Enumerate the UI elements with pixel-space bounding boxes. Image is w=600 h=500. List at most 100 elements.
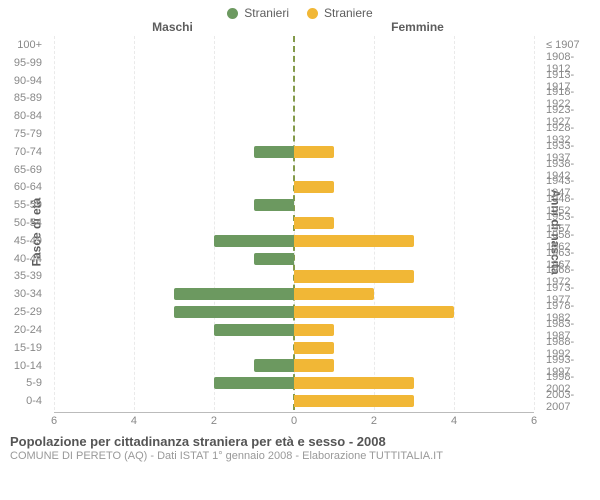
age-row: 65-691938-1942	[54, 161, 534, 179]
age-label: 10-14	[8, 360, 48, 372]
footer-subtitle: COMUNE DI PERETO (AQ) - Dati ISTAT 1° ge…	[10, 450, 590, 462]
x-tick-label: 2	[371, 415, 377, 427]
x-tick-label: 4	[131, 415, 137, 427]
male-bar-container	[54, 36, 294, 54]
female-bar-container	[294, 321, 534, 339]
male-bar-container	[54, 321, 294, 339]
bar-pair	[54, 143, 534, 161]
legend: Stranieri Straniere	[0, 0, 600, 20]
female-bar	[294, 377, 414, 389]
bar-pair	[54, 321, 534, 339]
female-bar	[294, 146, 334, 158]
x-tick-label: 2	[211, 415, 217, 427]
age-label: 90-94	[8, 75, 48, 87]
bar-pair	[54, 339, 534, 357]
legend-label-female: Straniere	[324, 6, 373, 20]
age-label: 100+	[8, 39, 48, 51]
bar-pair	[54, 36, 534, 54]
age-row: 45-491958-1962	[54, 232, 534, 250]
age-label: 85-89	[8, 92, 48, 104]
male-bar-container	[54, 250, 294, 268]
female-bar-container	[294, 54, 534, 72]
header-female: Femmine	[295, 20, 600, 34]
male-bar	[254, 146, 294, 158]
female-bar	[294, 288, 374, 300]
age-row: 90-941913-1917	[54, 72, 534, 90]
age-row: 55-591948-1952	[54, 196, 534, 214]
female-bar-container	[294, 357, 534, 375]
legend-label-male: Stranieri	[244, 6, 289, 20]
male-bar-container	[54, 303, 294, 321]
bar-pair	[54, 72, 534, 90]
male-bar	[174, 306, 294, 318]
female-bar-container	[294, 125, 534, 143]
male-bar-container	[54, 54, 294, 72]
age-row: 10-141993-1997	[54, 357, 534, 375]
male-bar-container	[54, 89, 294, 107]
female-bar	[294, 235, 414, 247]
gridline	[534, 36, 535, 410]
female-bar-container	[294, 232, 534, 250]
x-tick-label: 4	[451, 415, 457, 427]
chart-area: Fasce di età Anni di nascita 100+≤ 19079…	[0, 36, 600, 428]
male-bar-container	[54, 196, 294, 214]
male-bar	[254, 359, 294, 371]
female-bar	[294, 395, 414, 407]
female-bar-container	[294, 285, 534, 303]
age-label: 0-4	[8, 395, 48, 407]
female-bar-container	[294, 268, 534, 286]
female-bar-container	[294, 250, 534, 268]
age-row: 5-91998-2002	[54, 374, 534, 392]
male-bar-container	[54, 339, 294, 357]
age-row: 80-841923-1927	[54, 107, 534, 125]
female-bar-container	[294, 72, 534, 90]
female-bar-container	[294, 214, 534, 232]
male-bar	[214, 235, 294, 247]
bar-pair	[54, 214, 534, 232]
male-bar-container	[54, 268, 294, 286]
age-label: 75-79	[8, 128, 48, 140]
x-tick-label: 6	[531, 415, 537, 427]
age-label: 15-19	[8, 342, 48, 354]
age-label: 30-34	[8, 288, 48, 300]
age-label: 95-99	[8, 57, 48, 69]
age-label: 25-29	[8, 306, 48, 318]
age-label: 65-69	[8, 164, 48, 176]
male-bar-container	[54, 214, 294, 232]
age-row: 0-42003-2007	[54, 392, 534, 410]
male-bar	[174, 288, 294, 300]
bar-rows: 100+≤ 190795-991908-191290-941913-191785…	[54, 36, 534, 410]
female-bar-container	[294, 303, 534, 321]
female-bar	[294, 217, 334, 229]
bar-pair	[54, 232, 534, 250]
age-row: 60-641943-1947	[54, 179, 534, 197]
header-male: Maschi	[0, 20, 295, 34]
age-label: 80-84	[8, 110, 48, 122]
bar-pair	[54, 374, 534, 392]
age-label: 50-54	[8, 217, 48, 229]
age-label: 70-74	[8, 146, 48, 158]
female-bar-container	[294, 392, 534, 410]
age-row: 20-241983-1987	[54, 321, 534, 339]
age-label: 35-39	[8, 270, 48, 282]
age-label: 55-59	[8, 199, 48, 211]
female-bar	[294, 342, 334, 354]
female-bar	[294, 359, 334, 371]
bar-pair	[54, 392, 534, 410]
bar-pair	[54, 303, 534, 321]
swatch-female	[307, 8, 318, 19]
male-bar-container	[54, 285, 294, 303]
legend-item-female: Straniere	[307, 6, 373, 20]
age-row: 85-891918-1922	[54, 89, 534, 107]
male-bar-container	[54, 72, 294, 90]
age-row: 15-191988-1992	[54, 339, 534, 357]
bar-pair	[54, 125, 534, 143]
age-row: 50-541953-1957	[54, 214, 534, 232]
male-bar	[214, 377, 294, 389]
male-bar	[214, 324, 294, 336]
age-row: 25-291978-1982	[54, 303, 534, 321]
age-row: 40-441963-1967	[54, 250, 534, 268]
x-axis: 6420246	[54, 412, 534, 428]
age-label: 5-9	[8, 377, 48, 389]
female-bar-container	[294, 339, 534, 357]
